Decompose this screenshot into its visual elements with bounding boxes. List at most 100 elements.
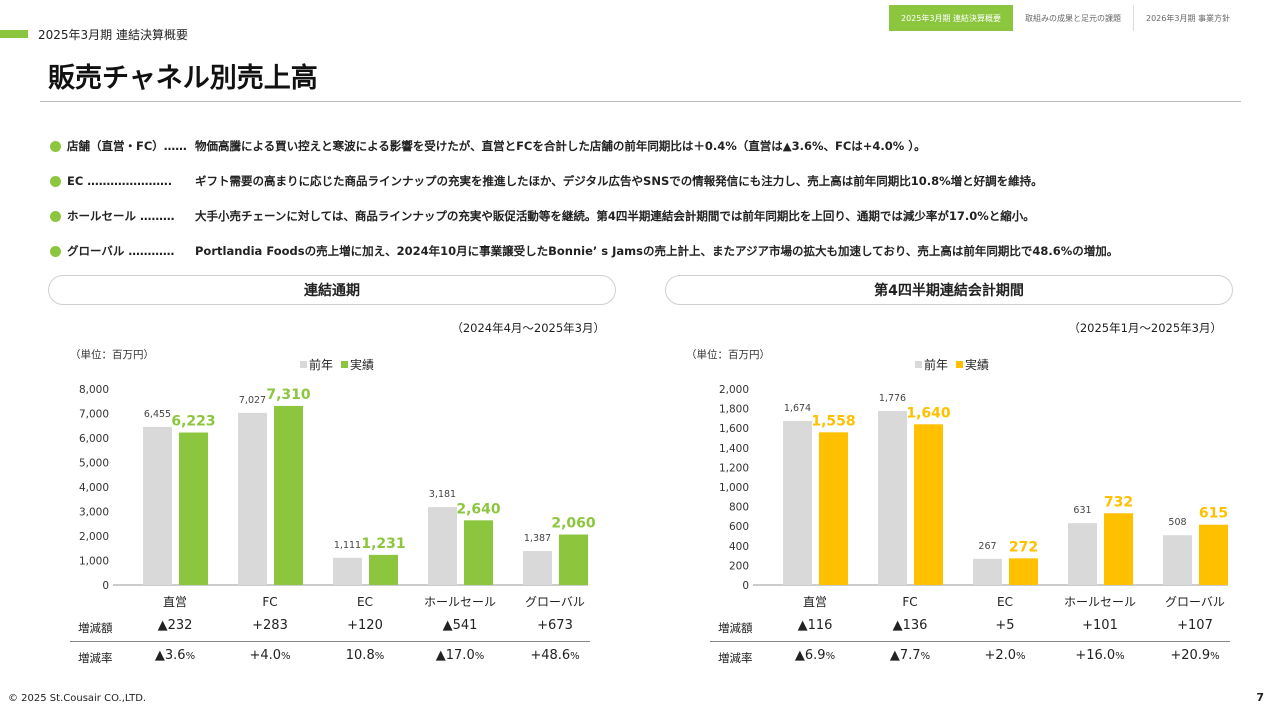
data-label-curr: 1,558 bbox=[811, 413, 855, 429]
data-label-prev: 508 bbox=[1168, 517, 1186, 528]
data-label-curr: 6,223 bbox=[171, 414, 215, 430]
data-label-prev: 1,674 bbox=[784, 403, 811, 414]
legend-swatch-curr bbox=[956, 361, 964, 368]
rate-value: ▲7.7% bbox=[865, 648, 955, 663]
rate-unit: % bbox=[185, 651, 196, 662]
annual-legend: 前年 実績 bbox=[300, 356, 382, 373]
rate-number: +20.9 bbox=[1170, 648, 1211, 663]
legend-prev: 前年 bbox=[915, 356, 948, 373]
annual-unit-label: （単位：百万円） bbox=[70, 349, 154, 361]
legend-swatch-prev bbox=[915, 361, 922, 368]
q4-change-table: 増減額 ▲116 ▲136 +5 +101 +107 増減率 ▲6.9% ▲7.7% +2.0% +… bbox=[640, 0, 1280, 720]
data-label-curr: 272 bbox=[1009, 539, 1038, 555]
category-label: FC bbox=[262, 595, 277, 609]
y-tick-label: 200 bbox=[729, 560, 749, 572]
bar-curr-3 bbox=[464, 520, 493, 585]
bullet-text: Portlandia Foodsの売上増に加え、2024年10月に事業譲受したB… bbox=[195, 244, 1119, 258]
header-accent-bar bbox=[0, 30, 28, 38]
annual-period: （2024年4月～2025年3月） bbox=[451, 321, 605, 335]
bar-prev-0 bbox=[143, 426, 172, 585]
y-tick-label: 2,000 bbox=[79, 531, 109, 543]
bar-prev-0 bbox=[783, 420, 812, 585]
diff-value: ▲232 bbox=[157, 618, 193, 633]
category-label: ホールセール bbox=[424, 595, 496, 609]
page-number: 7 bbox=[1256, 691, 1264, 704]
data-label-curr: 7,310 bbox=[266, 387, 311, 403]
bar-prev-1 bbox=[878, 410, 907, 585]
y-tick-label: 1,400 bbox=[719, 443, 749, 455]
legend-swatch-curr bbox=[341, 361, 349, 368]
data-label-curr: 2,060 bbox=[551, 516, 596, 532]
y-tick-label: 6,000 bbox=[79, 433, 109, 445]
rate-unit: % bbox=[281, 651, 291, 662]
rate-unit: % bbox=[474, 651, 485, 662]
nav-tab-next-policy[interactable]: 2026年3月期 事業方針 bbox=[1146, 13, 1230, 23]
rate-value: +4.0% bbox=[225, 648, 315, 663]
rate-unit: % bbox=[825, 651, 836, 662]
bar-prev-2 bbox=[973, 558, 1002, 585]
diff-value: +283 bbox=[252, 618, 288, 633]
legend-curr: 実績 bbox=[341, 356, 374, 373]
data-label-prev: 1,776 bbox=[879, 393, 906, 404]
bar-curr-0 bbox=[819, 432, 848, 585]
rate-number: +4.0 bbox=[249, 648, 282, 663]
bullet-text: 大手小売チェーンに対しては、商品ラインナップの充実や販促活動等を継続。第4四半期… bbox=[195, 209, 1035, 223]
summary-bullets: 店舗（直営・FC）…… 物価高騰による買い控えと寒波による影響を受けたが、直営と… bbox=[50, 134, 1250, 274]
rate-value: ▲17.0% bbox=[415, 648, 505, 663]
nav-tab-achievements[interactable]: 取組みの成果と足元の課題 bbox=[1013, 5, 1134, 31]
rate-unit: % bbox=[374, 651, 385, 662]
bullet-label: EC …………………. bbox=[67, 174, 173, 188]
rate-value: +20.9% bbox=[1150, 648, 1240, 663]
bullet-wholesale: ホールセール ……… 大手小売チェーンに対しては、商品ラインナップの充実や販促活… bbox=[50, 204, 1250, 228]
legend-prev-label: 前年 bbox=[924, 358, 949, 372]
rate-value: +2.0% bbox=[960, 648, 1050, 663]
data-label-prev: 267 bbox=[978, 541, 996, 552]
q4-legend: 前年 実績 bbox=[915, 356, 997, 373]
data-label-curr: 2,640 bbox=[456, 501, 501, 517]
rate-unit: % bbox=[920, 651, 931, 662]
nav-tab-current-results[interactable]: 2025年3月期 連結決算概要 bbox=[889, 5, 1013, 31]
title-divider bbox=[40, 101, 1241, 102]
annual-chart-title: 連結通期 bbox=[48, 275, 616, 305]
q4-unit-label: （単位：百万円） bbox=[686, 349, 770, 361]
diff-value: ▲116 bbox=[797, 618, 833, 633]
legend-curr: 実績 bbox=[956, 356, 989, 373]
q4-bar-chart: 0 200 400 600 800 1,000 1,200 1,400 1,600 1,800 2,… bbox=[719, 384, 1228, 609]
rate-unit: % bbox=[1210, 651, 1220, 662]
data-label-prev: 631 bbox=[1073, 505, 1091, 516]
category-label: グローバル bbox=[525, 595, 585, 609]
bar-prev-4 bbox=[1163, 535, 1192, 585]
category-label: EC bbox=[357, 595, 373, 609]
rate-value: +16.0% bbox=[1055, 648, 1145, 663]
y-tick-label: 4,000 bbox=[79, 482, 109, 494]
data-label-prev: 1,387 bbox=[524, 533, 551, 544]
category-label: FC bbox=[902, 595, 917, 609]
bar-curr-4 bbox=[1199, 524, 1228, 585]
rate-value: ▲3.6% bbox=[130, 648, 220, 663]
bullet-label: グローバル ………… bbox=[67, 244, 175, 258]
category-label: EC bbox=[997, 595, 1013, 609]
rate-value: ▲6.9% bbox=[770, 648, 860, 663]
diff-value: +120 bbox=[347, 618, 383, 633]
bullet-text: 物価高騰による買い控えと寒波による影響を受けたが、直営とFCを合計した店舗の前年… bbox=[195, 139, 926, 153]
y-tick-label: 600 bbox=[729, 521, 749, 533]
legend-curr-label: 実績 bbox=[965, 358, 990, 372]
bullet-global: グローバル ………… Portlandia Foodsの売上増に加え、2024年… bbox=[50, 239, 1250, 263]
diff-row-label: 増減額 bbox=[78, 621, 113, 635]
rate-number: 10.8 bbox=[345, 648, 375, 663]
legend-prev-label: 前年 bbox=[309, 358, 334, 372]
rate-unit: % bbox=[570, 651, 580, 662]
y-tick-label: 400 bbox=[729, 541, 749, 553]
y-tick-label: 1,000 bbox=[719, 482, 749, 494]
legend-swatch-prev bbox=[300, 361, 307, 368]
y-tick-label: 0 bbox=[742, 580, 749, 592]
category-label: 直営 bbox=[803, 595, 827, 609]
y-tick-label: 1,000 bbox=[79, 556, 109, 568]
bullet-dot-icon bbox=[50, 245, 61, 257]
data-label-curr: 732 bbox=[1104, 494, 1133, 510]
data-label-curr: 615 bbox=[1199, 506, 1228, 522]
diff-value: ▲136 bbox=[892, 618, 928, 633]
y-tick-label: 1,800 bbox=[719, 404, 749, 416]
bar-prev-4 bbox=[523, 551, 552, 585]
data-label-prev: 3,181 bbox=[429, 489, 456, 500]
